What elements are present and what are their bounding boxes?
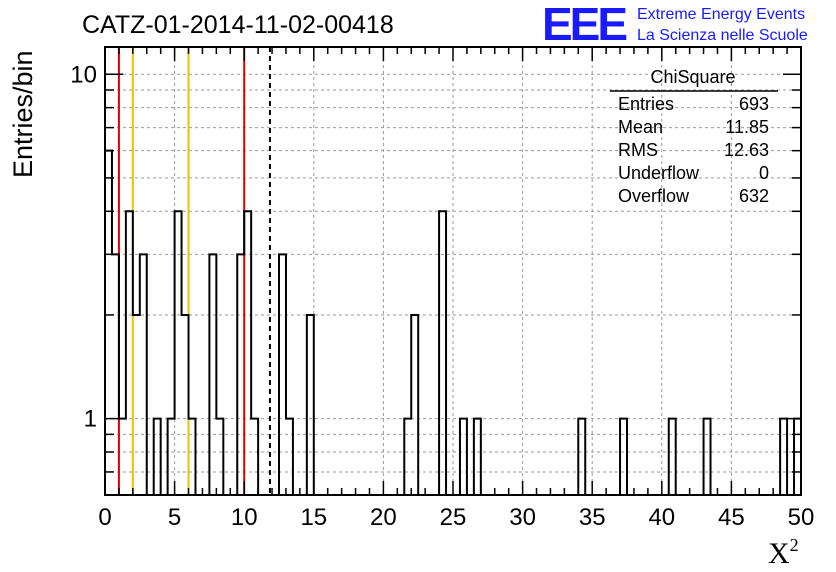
eee-logo-line2: La Scienza nelle Scuole [637,27,808,44]
x-tick-label: 40 [648,504,675,531]
tick-labels: 0 5 10 15 20 25 30 35 40 45 50 1 10 [70,61,814,531]
stats-row-value: 693 [739,94,769,114]
stats-row-value: 11.85 [725,117,769,137]
x-tick-label: 45 [718,504,745,531]
stats-row-label: Overflow [618,186,690,206]
x-tick-label: 5 [168,504,181,531]
stats-row-value: 12.63 [724,140,769,160]
grid [105,47,801,496]
x-tick-label: 10 [231,504,258,531]
stats-row-value: 632 [739,186,769,206]
stats-box: ChiSquare Entries 693 Mean 11.85 RMS 12.63 Und… [610,67,778,206]
histogram-outline [105,149,801,496]
x-tick-label: 0 [98,504,111,531]
x-tick-label: 30 [509,504,536,531]
stats-row-label: Underflow [618,163,700,183]
stats-row-label: Entries [618,94,674,114]
y-tick-label: 1 [84,406,97,433]
x-tick-label: 15 [300,504,327,531]
stats-row-label: RMS [618,140,658,160]
chart-title: CATZ-01-2014-11-02-00418 [82,11,394,39]
eee-logo-line1: Extreme Energy Events [637,6,805,23]
stats-row-label: Mean [618,117,663,137]
y-tick-label: 10 [70,61,97,88]
x-tick-label: 20 [370,504,397,531]
y-axis-label: Entries/bin [8,50,38,178]
x-axis-label-superscript: 2 [790,535,799,555]
reference-lines [117,47,271,495]
axes [104,46,802,496]
eee-logo-mark: EEE [542,0,626,50]
x-axis-label: X2 [768,535,799,570]
stats-box-title: ChiSquare [650,67,735,87]
x-axis-label-base: X [768,537,790,570]
x-tick-label: 50 [788,504,815,531]
eee-logo: EEE Extreme Energy Events La Scienza nel… [542,0,808,50]
stats-row-value: 0 [759,163,769,183]
x-tick-label: 35 [579,504,606,531]
x-tick-label: 25 [440,504,467,531]
